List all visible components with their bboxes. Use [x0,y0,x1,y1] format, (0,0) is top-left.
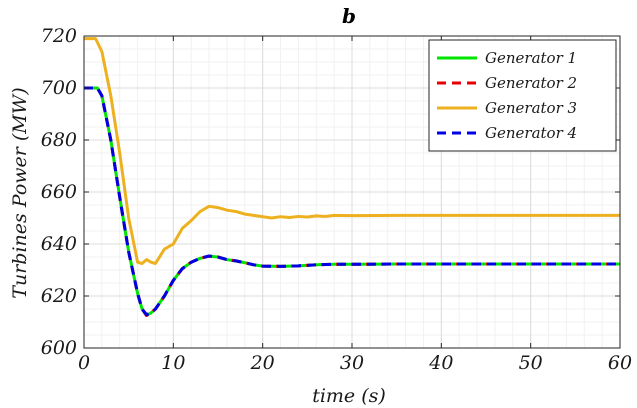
chart-title: b [342,4,356,28]
y-tick-label: 620 [41,285,77,307]
legend-label-1: Generator 1 [485,49,577,67]
legend-label-2: Generator 2 [485,74,577,92]
axes [83,35,621,349]
legend-label-4: Generator 4 [485,124,577,142]
x-tick-label: 10 [161,352,185,374]
x-tick-label: 60 [608,352,632,374]
x-tick-label: 20 [250,352,275,374]
y-tick-label: 680 [41,129,77,151]
y-axis-label: Turbines Power (MW) [9,87,31,298]
legend: Generator 1 Generator 2 Generator 3 Generat… [428,39,617,152]
y-tick-label: 640 [41,233,77,255]
series-layer [84,37,620,317]
x-tick-label: 0 [78,352,90,374]
legend-label-3: Generator 3 [485,99,577,117]
series-line-4 [84,86,620,317]
y-tick-label: 720 [41,25,77,47]
x-axis-label: time (s) [312,385,386,407]
x-tick-label: 50 [519,352,543,374]
y-tick-label: 700 [41,77,77,99]
y-tick-label: 660 [41,181,77,203]
x-tick-label: 40 [428,352,453,374]
x-tick-label: 30 [340,352,364,374]
series-line-3 [84,37,620,265]
tick-labels: 0 10 20 30 40 50 60 600 620 640 660 680 700 720 [41,25,632,374]
y-tick-label: 600 [41,337,77,359]
